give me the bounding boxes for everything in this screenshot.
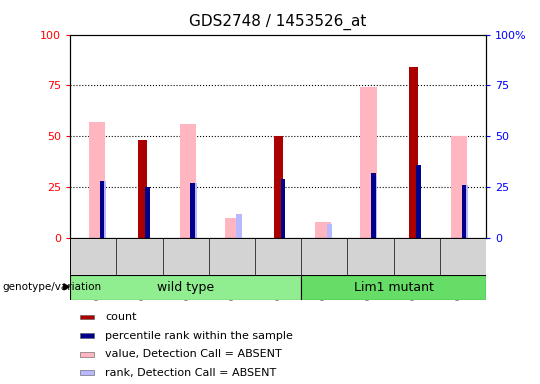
Bar — [416, 165, 421, 238]
Bar — [371, 173, 376, 238]
Bar — [79, 352, 94, 357]
Polygon shape — [64, 284, 69, 290]
Bar — [79, 314, 94, 319]
Bar — [138, 141, 147, 238]
Bar — [301, 275, 486, 300]
Bar — [360, 88, 376, 238]
Bar — [191, 183, 195, 238]
Bar — [281, 179, 285, 238]
Bar — [462, 185, 466, 238]
Title: GDS2748 / 1453526_at: GDS2748 / 1453526_at — [190, 14, 367, 30]
Text: count: count — [105, 312, 137, 322]
Bar — [225, 218, 241, 238]
Text: percentile rank within the sample: percentile rank within the sample — [105, 331, 293, 341]
Bar — [236, 214, 242, 238]
Bar — [315, 222, 332, 238]
Bar — [70, 275, 301, 300]
Bar — [100, 181, 106, 238]
Bar — [180, 124, 196, 238]
Text: wild type: wild type — [157, 281, 214, 293]
Bar — [451, 136, 467, 238]
Bar — [89, 122, 105, 238]
Text: genotype/variation: genotype/variation — [3, 282, 102, 292]
Text: rank, Detection Call = ABSENT: rank, Detection Call = ABSENT — [105, 368, 276, 378]
Bar — [274, 136, 282, 238]
Bar — [79, 333, 94, 338]
Bar — [79, 370, 94, 375]
Text: value, Detection Call = ABSENT: value, Detection Call = ABSENT — [105, 349, 282, 359]
Bar — [100, 181, 104, 238]
Bar — [372, 177, 377, 238]
Bar — [409, 67, 418, 238]
Bar — [462, 185, 468, 238]
Text: Lim1 mutant: Lim1 mutant — [354, 281, 434, 293]
Bar — [145, 187, 150, 238]
Bar — [327, 224, 332, 238]
Bar — [191, 183, 197, 238]
